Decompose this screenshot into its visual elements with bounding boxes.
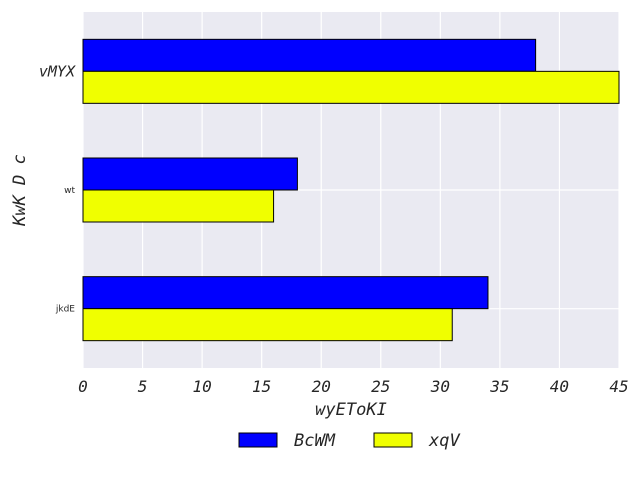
x-tick-label: 30 bbox=[430, 377, 450, 396]
y-tick-label: wt bbox=[64, 186, 75, 196]
bar-BcWM-wt bbox=[82, 157, 298, 191]
y-tick-label: jkdE bbox=[55, 305, 75, 315]
x-tick-label: 0 bbox=[78, 377, 88, 396]
bar-xqV-wt bbox=[82, 189, 275, 223]
legend-swatch bbox=[238, 432, 278, 448]
y-tick-label: vMYX bbox=[39, 62, 76, 80]
x-tick-label: 20 bbox=[312, 377, 331, 396]
bar-BcWM-vMYX bbox=[82, 38, 537, 72]
bars bbox=[82, 38, 620, 342]
x-axis-label: wyEToKI bbox=[315, 400, 387, 420]
bar-BcWM-jkdE bbox=[82, 276, 489, 310]
x-tick-label: 25 bbox=[371, 377, 390, 396]
x-tick-label: 10 bbox=[192, 377, 211, 396]
x-tick-label: 45 bbox=[609, 377, 628, 396]
x-tick-label: 15 bbox=[252, 377, 271, 396]
bar-xqV-jkdE bbox=[82, 308, 453, 342]
legend-swatch bbox=[373, 432, 413, 448]
legend: BcWM xqV bbox=[238, 431, 460, 451]
x-tick-label: 40 bbox=[550, 377, 569, 396]
x-tick-labels: 0 5 10 15 20 25 30 35 40 45 bbox=[78, 377, 628, 396]
y-tick-labels: vMYX wt jkdE bbox=[39, 62, 76, 314]
x-tick-label: 35 bbox=[489, 377, 509, 396]
legend-label: xqV bbox=[428, 431, 460, 451]
x-tick-label: 5 bbox=[138, 377, 148, 396]
bar-xqV-vMYX bbox=[82, 70, 620, 104]
legend-label: BcWM bbox=[294, 431, 336, 451]
y-axis-label: KwK D c bbox=[10, 154, 30, 227]
